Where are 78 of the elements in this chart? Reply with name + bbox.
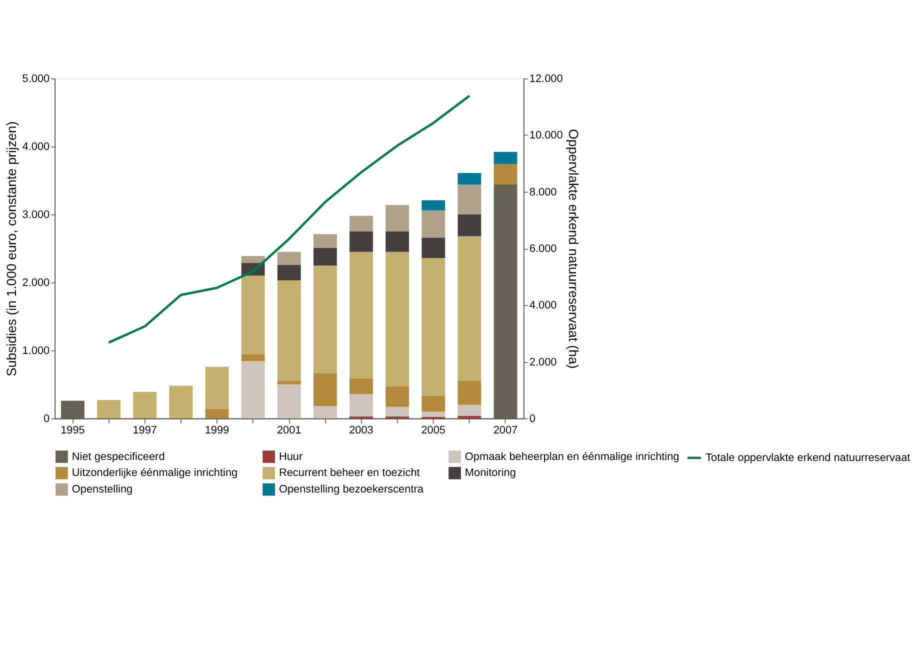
y2-axis-title: Oppervlakte erkend natuurreservaat (ha) [566, 129, 582, 369]
bar [422, 396, 446, 412]
bar [277, 264, 301, 280]
bar [350, 252, 373, 378]
bar [350, 231, 373, 252]
legend-label: Openstelling bezoekerscentra [278, 484, 424, 496]
bar [205, 366, 229, 409]
x-tick-label: 2001 [276, 424, 302, 437]
bar [458, 404, 482, 416]
legend-label: Huur [278, 450, 303, 463]
bar [458, 184, 482, 214]
y-tick-label: 3.000 [22, 208, 50, 221]
line-series [108, 94, 471, 344]
bar [350, 378, 373, 394]
bar [386, 406, 410, 416]
bar [422, 238, 446, 258]
bar [458, 416, 482, 418]
bar [458, 173, 482, 185]
legend-label: Uitzonderlijke éénmalige inrichting [72, 467, 238, 480]
bar [458, 381, 482, 405]
bar [386, 204, 410, 232]
bar [277, 381, 301, 384]
legend-label: Recurrent beheer en toezicht [278, 467, 420, 480]
bar [313, 265, 337, 374]
y2-tick-label: 4.000 [529, 300, 557, 312]
legend-label: Opmaak beheerplan en éénmalige inrichting [464, 450, 680, 463]
y-tick-label: 5.000 [22, 73, 50, 86]
legend-label: Totale oppervlakte erkend natuurreservaat [706, 452, 910, 464]
y2-tick-label: 12.000 [529, 73, 563, 86]
y-tick-label: 2.000 [22, 276, 50, 289]
bar [494, 164, 518, 185]
bar [494, 152, 518, 164]
legend-label: Niet gespecificeerd [72, 450, 165, 463]
bar [277, 384, 301, 418]
bar [241, 361, 265, 418]
bar [313, 406, 337, 418]
bar [422, 210, 446, 238]
bar [386, 252, 410, 386]
bar [386, 231, 410, 252]
bar [458, 214, 482, 236]
bar [205, 408, 229, 418]
bar [277, 280, 301, 382]
bar [241, 354, 265, 362]
y-tick-label: 1.000 [22, 344, 50, 357]
y2-tick-label: 10.000 [529, 130, 563, 142]
y2-tick-label: 8.000 [529, 186, 557, 198]
x-tick-label: 2007 [493, 424, 518, 437]
y-tick-label: 0 [44, 412, 50, 425]
x-tick-label: 1997 [132, 424, 158, 437]
bar [422, 258, 446, 396]
x-tick-label: 1999 [204, 424, 230, 437]
bar [458, 236, 482, 382]
bar [350, 394, 373, 416]
bar [350, 216, 373, 232]
bar [313, 234, 337, 248]
bar [97, 400, 121, 418]
bar [422, 200, 446, 210]
bar [313, 374, 337, 406]
legend-label: Monitoring [464, 467, 516, 480]
x-tick-label: 2005 [421, 424, 446, 437]
bar [61, 400, 84, 418]
y-axis-title: Subsidies (in 1.000 euro, constante prijzen) [4, 121, 19, 376]
bar [494, 184, 518, 418]
legend-label: Openstelling [72, 484, 133, 496]
bar [133, 392, 157, 418]
bar [386, 386, 410, 407]
bar [277, 252, 301, 265]
y2-tick-label: 2.000 [529, 356, 557, 368]
bar [313, 248, 337, 266]
y2-tick-label: 0 [529, 412, 536, 425]
bar [422, 412, 446, 418]
bar [169, 386, 193, 418]
bar [241, 276, 265, 355]
y-tick-label: 4.000 [22, 141, 50, 154]
y2-tick-label: 6.000 [529, 242, 557, 255]
x-tick-label: 1995 [60, 424, 85, 437]
x-tick-label: 2003 [349, 424, 374, 437]
bar [241, 256, 265, 263]
